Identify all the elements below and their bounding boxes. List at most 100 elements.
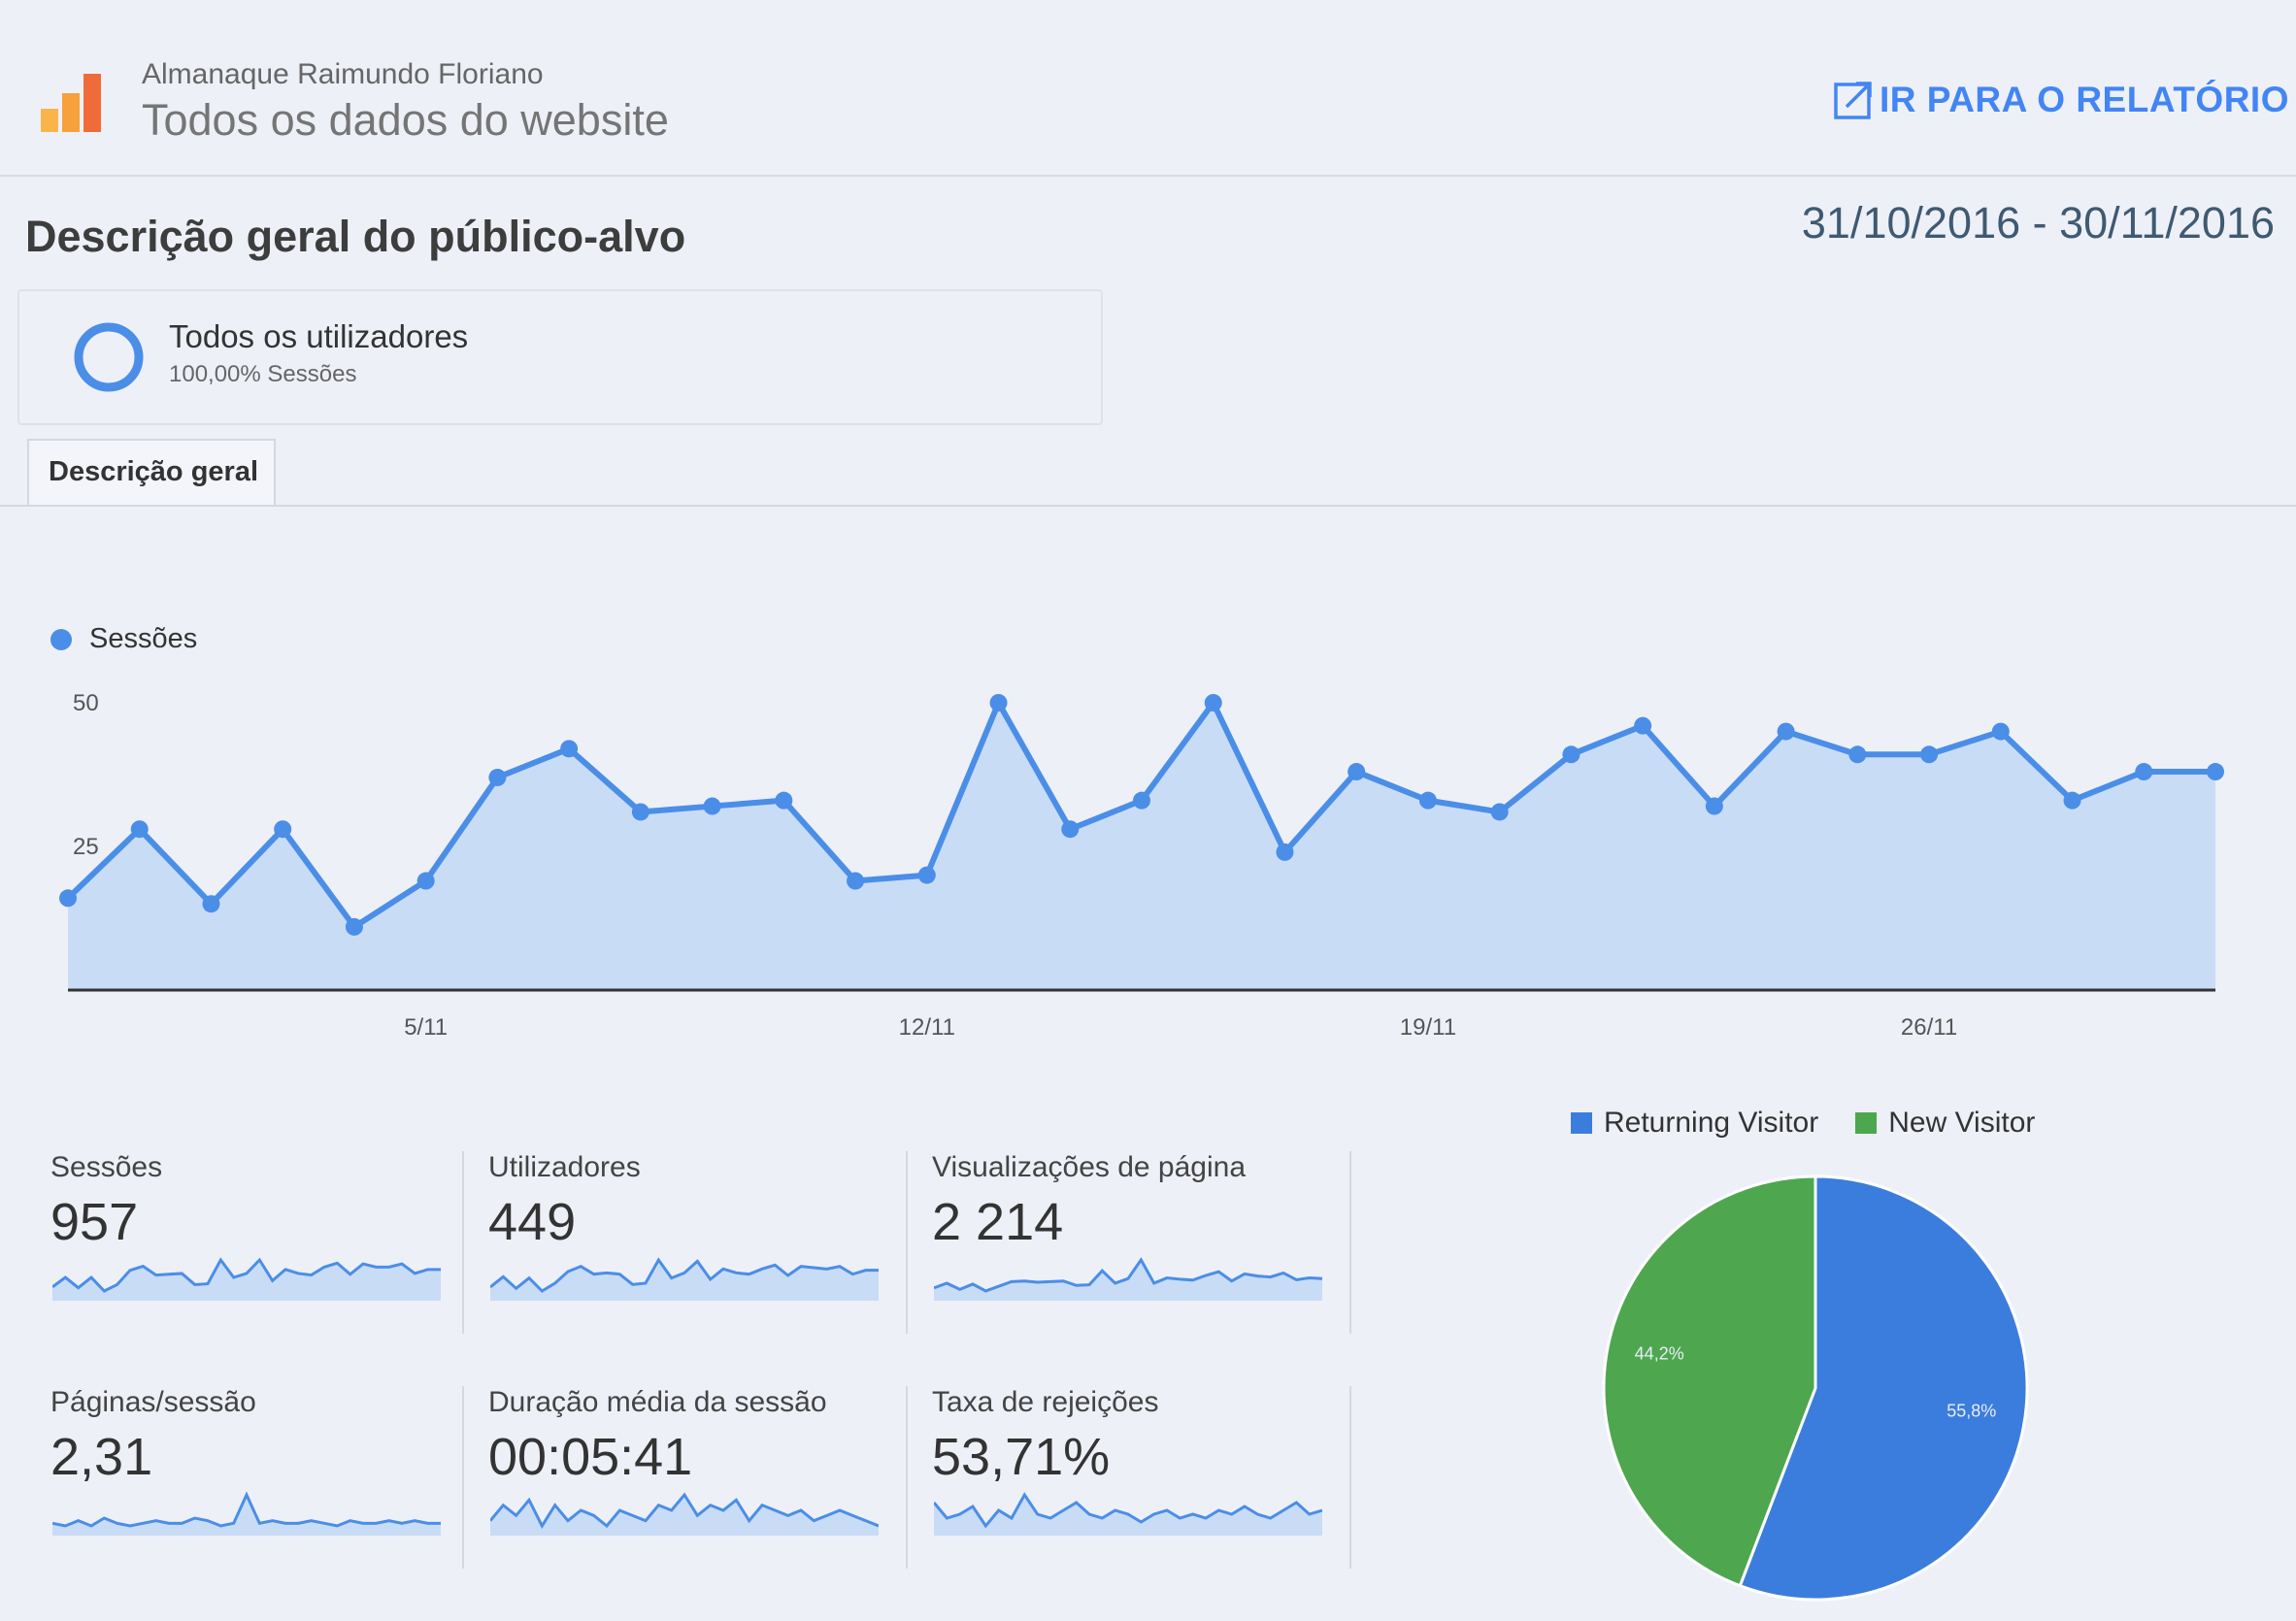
go-to-report-link[interactable]: IR PARA O RELATÓRIO (1833, 80, 2289, 120)
sessions-legend-label[interactable]: Sessões (89, 623, 198, 654)
metric-divider (906, 1386, 908, 1569)
header-divider (0, 175, 2296, 177)
sessions-point[interactable] (1634, 716, 1652, 735)
sessions-point[interactable] (59, 889, 77, 908)
sessions-point[interactable] (1204, 694, 1222, 711)
sessions-point[interactable] (1991, 722, 2010, 741)
property-name: Almanaque Raimundo Floriano (142, 58, 544, 90)
sessions-point[interactable] (1133, 791, 1150, 810)
sessions-point[interactable] (1490, 803, 1509, 821)
view-name[interactable]: Todos os dados do website (142, 95, 669, 145)
external-link-icon (1834, 82, 1872, 119)
metric-value: 449 (488, 1193, 577, 1251)
sessions-point[interactable] (1705, 797, 1723, 815)
metric-divider (1349, 1386, 1351, 1569)
sessions-point[interactable] (2207, 763, 2224, 781)
tab-divider (0, 505, 2296, 507)
returning-visitor-percent: 55,8% (1947, 1402, 1996, 1421)
sparkline-area (52, 1495, 441, 1536)
sessions-point[interactable] (2135, 763, 2153, 781)
sparkline-line (52, 1491, 441, 1528)
sparkline-line (490, 1257, 879, 1293)
sessions-point[interactable] (1777, 722, 1795, 741)
metric-value: 53,71% (932, 1428, 1111, 1486)
sparkline-line (52, 1257, 441, 1293)
metric-sparkline (52, 1257, 441, 1301)
sparkline-area (490, 1495, 879, 1536)
segment-name: Todos os utilizadores (169, 318, 469, 354)
tab-overview[interactable]: Descrição geral (27, 439, 276, 507)
metric-divider (1349, 1151, 1351, 1334)
metric-divider (906, 1151, 908, 1334)
sessions-point[interactable] (488, 768, 507, 786)
metric-sparkline (52, 1491, 441, 1536)
sessions-point[interactable] (274, 820, 292, 839)
new-visitor-percent: 44,2% (1635, 1343, 1684, 1363)
metric-card[interactable]: Sessões 957 (50, 1151, 458, 1345)
metric-label: Taxa de rejeições (932, 1386, 1159, 1418)
sessions-point[interactable] (1348, 763, 1366, 781)
sessions-point[interactable] (703, 797, 721, 815)
y-tick-label: 50 (73, 690, 99, 716)
sessions-point[interactable] (2063, 791, 2081, 810)
sparkline-line (490, 1492, 879, 1530)
sessions-legend-marker (50, 629, 72, 650)
returning-visitor-swatch (1571, 1112, 1592, 1134)
sparkline-line (934, 1492, 1322, 1529)
metric-label: Duração média da sessão (488, 1386, 827, 1418)
sessions-point[interactable] (847, 872, 865, 890)
sessions-point[interactable] (416, 872, 435, 890)
y-tick-label: 25 (73, 834, 99, 860)
metric-divider (462, 1386, 464, 1569)
metric-label: Visualizações de página (932, 1151, 1247, 1183)
pie-legend: Returning Visitor New Visitor (1571, 1107, 2035, 1140)
sessions-point[interactable] (1276, 843, 1294, 861)
sessions-point[interactable] (1920, 745, 1939, 764)
sessions-point[interactable] (917, 866, 936, 884)
metric-card[interactable]: Páginas/sessão 2,31 (50, 1386, 458, 1580)
metric-sparkline (934, 1257, 1322, 1301)
sessions-point[interactable] (631, 803, 649, 821)
metric-value: 2 214 (932, 1193, 1064, 1251)
sessions-point[interactable] (775, 791, 793, 810)
sessions-point[interactable] (345, 917, 363, 936)
sessions-point[interactable] (1562, 745, 1581, 764)
x-tick-label: 5/11 (404, 1014, 448, 1041)
metric-divider (462, 1151, 464, 1334)
segment-card[interactable] (17, 289, 1103, 425)
metric-card[interactable]: Visualizações de página 2 214 (932, 1151, 1340, 1345)
x-tick-label: 19/11 (1400, 1014, 1456, 1041)
go-to-report-label: IR PARA O RELATÓRIO (1880, 80, 2289, 119)
segment-share: 100,00% Sessões (169, 361, 357, 387)
metric-sparkline (490, 1492, 879, 1536)
sessions-point[interactable] (130, 820, 149, 839)
sessions-point[interactable] (1061, 820, 1080, 839)
metric-sparkline (934, 1492, 1322, 1536)
x-tick-label: 26/11 (1901, 1014, 1957, 1041)
sessions-point[interactable] (1848, 745, 1867, 764)
returning-visitor-slice[interactable] (1738, 1174, 2029, 1602)
tab-overview-label: Descrição geral (49, 456, 259, 487)
metric-label: Sessões (50, 1151, 163, 1183)
sessions-point[interactable] (202, 895, 220, 913)
new-visitor-slice[interactable] (1602, 1174, 1817, 1588)
segment-ring-icon (72, 320, 146, 394)
sessions-point[interactable] (1418, 791, 1437, 810)
metric-sparkline (490, 1257, 879, 1301)
new-visitor-legend[interactable]: New Visitor (1888, 1107, 2036, 1139)
metric-label: Utilizadores (488, 1151, 641, 1183)
sessions-point[interactable] (989, 694, 1008, 711)
metric-card[interactable]: Duração média da sessão 00:05:41 (488, 1386, 896, 1580)
returning-visitor-legend[interactable]: Returning Visitor (1604, 1107, 1819, 1139)
metric-card[interactable]: Utilizadores 449 (488, 1151, 896, 1345)
date-range[interactable]: 31/10/2016 - 30/11/2016 (1801, 198, 2275, 248)
sessions-chart: 50 25 5/11 12/11 19/11 26/11 (59, 690, 2224, 1041)
visitor-type-pie: 55,8% 44,2% (1602, 1174, 2029, 1602)
sessions-area (68, 703, 2215, 990)
metric-card[interactable]: Taxa de rejeições 53,71% (932, 1386, 1340, 1580)
analytics-logo (41, 74, 111, 136)
metric-value: 2,31 (50, 1428, 153, 1486)
sessions-point[interactable] (560, 740, 579, 758)
sparkline-area (934, 1260, 1322, 1301)
metric-label: Páginas/sessão (50, 1386, 256, 1418)
